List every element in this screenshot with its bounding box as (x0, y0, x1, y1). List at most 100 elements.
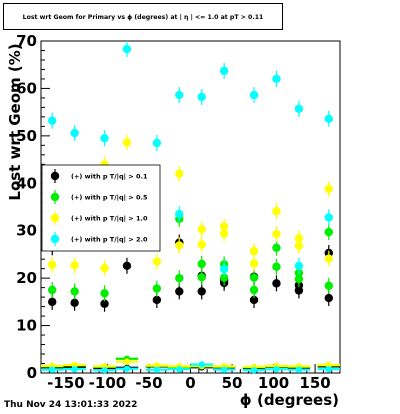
data-point (272, 262, 281, 271)
baseline-point (220, 366, 228, 373)
baseline-point (295, 366, 303, 373)
y-tick-label: 50 (16, 127, 37, 145)
y-tick-label: 70 (16, 32, 37, 50)
baseline-point (123, 365, 131, 372)
y-tick-label: 30 (16, 222, 37, 240)
y-tick-label: 40 (16, 174, 37, 192)
baseline-point (49, 366, 56, 373)
data-point (249, 259, 259, 268)
data-point (70, 261, 79, 270)
legend-label: (+) with p T/|q| > 0.5 (71, 194, 148, 203)
data-point (249, 90, 259, 100)
y-tick-label: 60 (16, 79, 37, 97)
data-point (219, 229, 229, 238)
data-point (70, 128, 79, 138)
data-point (152, 138, 162, 148)
baseline-point (250, 366, 258, 374)
data-point (48, 285, 57, 295)
data-point (122, 44, 132, 54)
baseline-point (176, 366, 183, 373)
data-point (122, 138, 132, 147)
data-point (197, 259, 206, 269)
x-tick-label: -100 (89, 374, 127, 392)
legend-box (41, 164, 161, 252)
data-point (175, 169, 184, 178)
data-point (175, 90, 184, 100)
data-point (175, 287, 184, 296)
data-point (122, 261, 132, 271)
baseline-point (273, 366, 280, 373)
x-tick-label: 50 (222, 374, 243, 392)
data-point (272, 279, 281, 288)
data-point (197, 272, 206, 282)
data-point (324, 184, 333, 194)
baseline-point (153, 366, 161, 373)
legend-label: (+) with p T/|q| > 0.1 (71, 173, 148, 182)
data-point (100, 134, 109, 143)
data-point (272, 207, 281, 216)
data-point (100, 289, 109, 298)
legend-marker (50, 192, 60, 202)
data-point (324, 213, 333, 222)
data-point (48, 260, 57, 270)
data-point (294, 104, 304, 114)
data-point (197, 92, 206, 102)
data-point (70, 287, 79, 296)
data-point (152, 295, 162, 305)
y-tick-label: 20 (16, 269, 37, 287)
data-point (324, 227, 333, 237)
x-axis-label: ϕ (degrees) (240, 391, 339, 409)
y-tick-label: 10 (16, 317, 37, 335)
data-point (294, 261, 304, 271)
baseline-point (123, 358, 131, 365)
data-point (272, 229, 281, 239)
baseline-point (198, 361, 205, 368)
series-3 (41, 41, 340, 374)
timestamp: Thu Nov 24 13:01:33 2022 (4, 400, 138, 410)
data-point (175, 273, 184, 283)
data-point (197, 225, 206, 234)
data-point (294, 286, 304, 295)
data-point (249, 295, 259, 305)
baseline-point (71, 366, 78, 373)
data-point (249, 273, 259, 282)
data-point (324, 254, 333, 263)
legend-label: (+) with p T/|q| > 1.0 (71, 215, 148, 224)
data-point (48, 116, 57, 125)
data-point (197, 240, 206, 249)
data-point (294, 241, 304, 251)
data-point (48, 297, 57, 307)
data-point (324, 293, 333, 303)
data-point (324, 114, 333, 123)
data-point (294, 274, 304, 284)
x-tick-label: -50 (135, 374, 162, 392)
x-tick-label: 150 (299, 374, 330, 392)
data-point (219, 66, 229, 76)
baseline-point (101, 366, 108, 374)
data-point (70, 298, 79, 308)
axis-ticks: -150 -100 -50 0 50 100 150 0 10 20 30 40 50 60 70 (16, 32, 333, 392)
baseline-point (325, 366, 332, 373)
data-point (219, 264, 229, 274)
x-tick-label: -150 (47, 374, 85, 392)
legend-label: (+) with p T/|q| > 2.0 (71, 236, 148, 245)
x-tick-label: 100 (258, 374, 289, 392)
data-point (175, 241, 184, 250)
chart-title: Lost wrt Geom for Primary vs ϕ (degrees)… (3, 3, 283, 30)
y-tick-label: 0 (27, 364, 37, 382)
data-point (249, 285, 259, 295)
data-point (219, 273, 229, 282)
data-point (272, 243, 281, 252)
data-point (100, 263, 109, 273)
data-point (152, 284, 162, 293)
data-point (197, 287, 206, 296)
data-point (324, 281, 333, 290)
legend-marker (50, 234, 60, 244)
legend-marker (50, 213, 60, 223)
data-point (249, 246, 259, 256)
x-tick-label: 0 (185, 374, 195, 392)
data-point (272, 74, 281, 84)
data-point (152, 257, 162, 266)
series-0 (41, 234, 340, 372)
legend: (+) with p T/|q| > 0.1 (+) with p T/|q| >… (41, 164, 161, 252)
